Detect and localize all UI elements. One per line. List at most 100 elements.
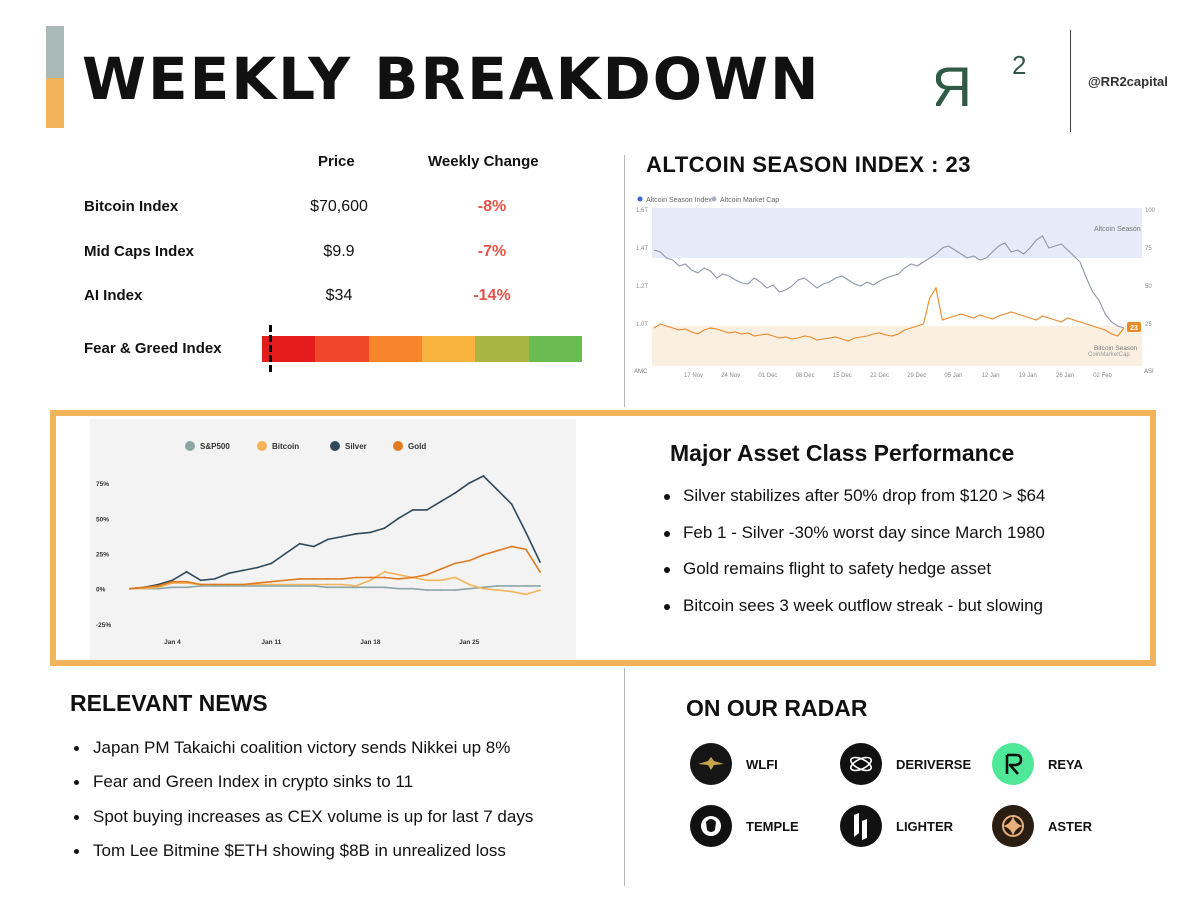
- midcaps-index-change: -7%: [477, 243, 507, 260]
- y-tick-label: 25%: [96, 552, 109, 559]
- asi-tick-label: 75: [1145, 246, 1152, 252]
- data-point: [171, 586, 174, 589]
- data-point: [411, 508, 414, 511]
- data-point: [228, 572, 230, 575]
- bitcoin-index-label: Bitcoin Index: [84, 198, 179, 215]
- radar-label-aster: ASTER: [1048, 818, 1093, 834]
- legend-dot-amc: [711, 196, 717, 202]
- performance-bullet-text: Bitcoin sees 3 week outflow streak - but…: [683, 595, 1044, 615]
- date-tick-label: 01 Dec: [758, 373, 777, 379]
- data-point: [397, 573, 400, 576]
- rr2-logo: RR 2: [936, 52, 1026, 112]
- bullet-dot: [664, 603, 670, 610]
- bullet-dot: [74, 780, 79, 786]
- data-point: [256, 583, 259, 586]
- change-column-header: Weekly Change: [428, 153, 539, 170]
- aster-star-icon: [992, 805, 1034, 847]
- ai-index-change: -14%: [473, 287, 511, 304]
- data-point: [496, 549, 499, 552]
- data-point: [298, 583, 301, 586]
- legend-label: S&P500: [200, 442, 230, 451]
- radar-item-deriverse[interactable]: DERIVERSE: [840, 743, 971, 785]
- radar-item-temple[interactable]: TEMPLE: [690, 805, 799, 847]
- date-tick-label: 15 Dec: [833, 373, 852, 379]
- radar-label-reya: REYA: [1048, 756, 1083, 772]
- performance-title: Major Asset Class Performance: [670, 440, 1015, 466]
- data-point: [482, 554, 485, 556]
- data-point: [256, 585, 259, 587]
- fear-greed-segment: [315, 336, 369, 362]
- data-point: [425, 589, 428, 592]
- data-point: [284, 585, 287, 587]
- data-point: [270, 562, 273, 565]
- performance-bullets: Silver stabilizes after 50% drop from $1…: [664, 486, 1045, 632]
- data-point: [539, 561, 541, 563]
- asset-performance-chart: S&P500 Bitcoin Silver Gold 75%50%25%0%-25% …: [90, 419, 576, 660]
- legend-swatch: [257, 441, 267, 451]
- data-point: [341, 586, 343, 589]
- data-point: [397, 587, 400, 590]
- radar-item-reya[interactable]: REYA: [992, 743, 1083, 785]
- legend-label: Bitcoin: [272, 442, 299, 451]
- news-item: Tom Lee Bitmine $ETH showing $8B in unre…: [74, 841, 533, 875]
- data-point: [411, 576, 414, 579]
- asi-tick-label: 100: [1145, 208, 1156, 214]
- data-point: [185, 580, 188, 583]
- data-point: [143, 586, 146, 589]
- data-point: [510, 590, 513, 593]
- news-item-text: Tom Lee Bitmine $ETH showing $8B in unre…: [93, 840, 506, 860]
- data-point: [482, 475, 485, 477]
- date-tick-label: 22 Dec: [870, 373, 889, 379]
- news-item-text: Fear and Green Index in crypto sinks to …: [93, 772, 414, 792]
- altcoin-season-title: ALTCOIN SEASON INDEX : 23: [646, 152, 972, 177]
- logo-mirrored-r: RR: [936, 55, 972, 112]
- midcaps-index-label: Mid Caps Index: [84, 243, 195, 260]
- amc-tick-label: 1.2T: [636, 284, 648, 290]
- logo-superscript: 2: [1012, 52, 1026, 80]
- data-point: [327, 538, 329, 541]
- news-item-text: Spot buying increases as CEX volume is u…: [93, 806, 534, 826]
- legend-swatch: [185, 441, 195, 451]
- data-point: [284, 552, 287, 555]
- data-point: [524, 585, 527, 587]
- bullet-dot: [74, 746, 79, 751]
- data-point: [157, 585, 160, 587]
- data-point: [185, 570, 188, 573]
- y-tick-label: 75%: [96, 481, 109, 488]
- data-point: [341, 577, 343, 580]
- radar-label-deriverse: DERIVERSE: [896, 756, 972, 772]
- data-point: [397, 517, 400, 520]
- performance-bullet-text: Silver stabilizes after 50% drop from $1…: [683, 486, 1046, 505]
- performance-panel: [50, 410, 1156, 666]
- radar-item-lighter[interactable]: LIGHTER: [840, 805, 953, 847]
- data-point: [539, 585, 541, 587]
- data-point: [355, 586, 358, 589]
- page-title: WEEKLY BREAKDOWN: [82, 45, 821, 113]
- social-handle[interactable]: @RR2capital: [1088, 74, 1168, 89]
- performance-bullet: Bitcoin sees 3 week outflow streak - but…: [664, 596, 1045, 633]
- radar-item-wlfi[interactable]: WLFI: [690, 743, 778, 785]
- vertical-divider-top: [624, 155, 625, 407]
- current-value-badge: [1127, 322, 1141, 332]
- data-point: [440, 500, 442, 503]
- altcoin-season-chart: Altcoin Season Index Altcoin Market Cap …: [632, 188, 1162, 380]
- data-point: [228, 585, 230, 587]
- series-line-silver: [129, 475, 541, 590]
- fear-greed-segment: [528, 336, 582, 362]
- data-point: [539, 570, 541, 573]
- data-point: [270, 580, 273, 583]
- amc-tick-label: 1.4T: [636, 246, 648, 252]
- data-point: [213, 577, 216, 580]
- radar-item-aster[interactable]: ASTER: [992, 805, 1092, 847]
- altcoin-season-index-line: [653, 286, 1125, 342]
- data-point: [242, 583, 245, 586]
- data-point: [369, 576, 372, 579]
- fear-greed-gauge: [262, 336, 582, 362]
- performance-bullet: Silver stabilizes after 50% drop from $1…: [664, 486, 1045, 523]
- data-point: [496, 489, 499, 492]
- data-point: [298, 542, 301, 545]
- date-tick-label: 05 Jan: [944, 373, 962, 379]
- data-point: [242, 569, 245, 572]
- bullet-dot: [664, 494, 670, 500]
- date-tick-label: 02 Feb: [1093, 373, 1112, 379]
